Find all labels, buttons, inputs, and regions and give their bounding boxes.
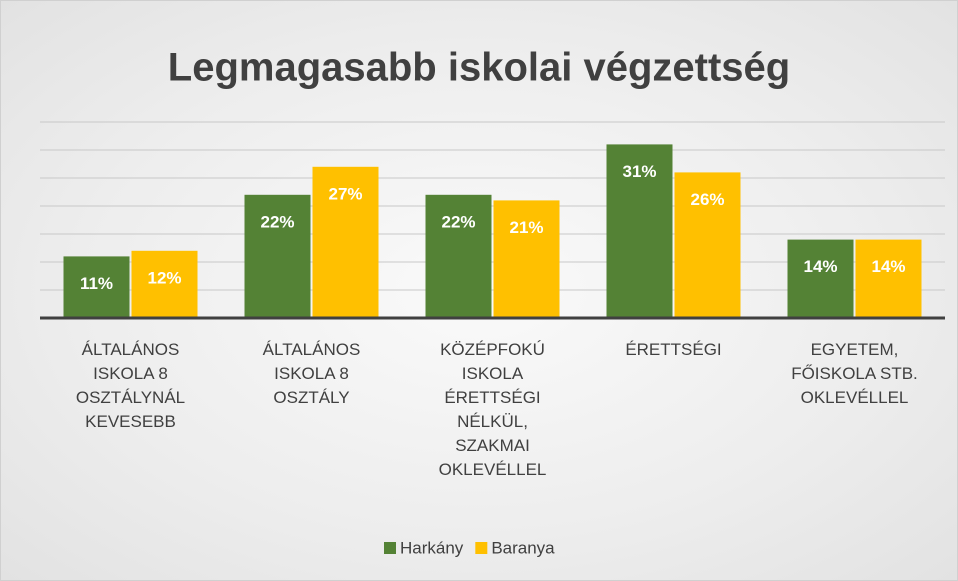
data-label: 31% (622, 162, 656, 181)
bar (855, 239, 922, 318)
x-tick-label: EGYETEM, FŐISKOLA STB. OKLEVÉLLEL (791, 340, 918, 407)
data-label: 22% (260, 212, 294, 231)
x-tick-label: ÉRETTSÉGI (625, 340, 722, 359)
chart-title: Legmagasabb iskolai végzettség (168, 46, 790, 90)
bar (131, 250, 198, 318)
data-label: 26% (690, 190, 724, 209)
data-label: 27% (328, 184, 362, 203)
bar (606, 144, 673, 318)
bar (425, 194, 492, 318)
legend-label: Harkány (400, 538, 464, 557)
data-label: 12% (147, 268, 181, 287)
legend-swatch (475, 542, 488, 554)
legend-label: Baranya (491, 538, 555, 557)
bar (674, 172, 741, 318)
bar (244, 194, 311, 318)
data-label: 14% (803, 257, 837, 276)
x-tick-label: ÁLTALÁNOS ISKOLA 8 OSZTÁLYNÁL KEVESEBB (75, 340, 186, 431)
data-label: 21% (509, 218, 543, 237)
bar (493, 200, 560, 318)
x-tick-label: KÖZÉPFOKÚ ISKOLA ÉRETTSÉGI NÉLKÜL, SZAKM… (438, 340, 547, 479)
bar (312, 166, 379, 318)
x-tick-label: ÁLTALÁNOS ISKOLA 8 OSZTÁLY (262, 340, 361, 407)
data-label: 14% (871, 257, 905, 276)
data-label: 11% (80, 274, 113, 293)
bar (787, 239, 854, 318)
bar (63, 256, 130, 318)
legend-swatch (384, 542, 396, 554)
data-label: 22% (441, 212, 475, 231)
